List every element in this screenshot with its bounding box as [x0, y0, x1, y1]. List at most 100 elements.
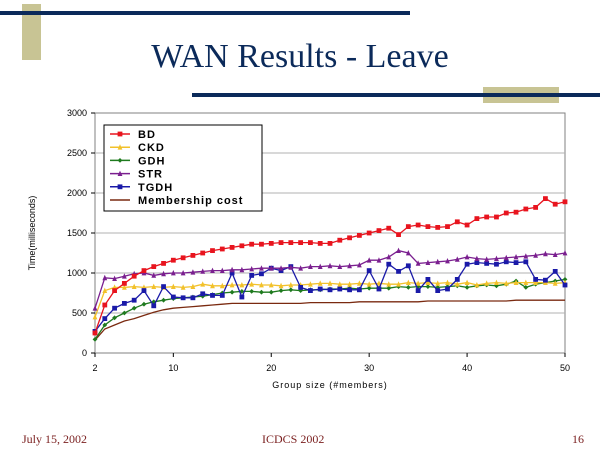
data-point	[552, 201, 558, 207]
data-point	[356, 262, 362, 268]
data-point	[415, 260, 421, 266]
data-point	[161, 297, 166, 303]
x-axis-label: Group size (#members)	[272, 380, 388, 390]
data-point	[161, 261, 166, 266]
data-point	[200, 250, 206, 256]
data-point	[259, 241, 264, 247]
data-point	[308, 240, 313, 245]
data-point	[464, 254, 470, 260]
data-point	[523, 285, 529, 290]
data-point	[552, 269, 558, 274]
data-point	[513, 279, 519, 285]
x-tick-label: 10	[168, 363, 178, 373]
data-point	[288, 240, 294, 245]
data-point	[112, 315, 117, 321]
data-point	[396, 247, 401, 253]
data-point	[102, 302, 108, 308]
data-point	[494, 261, 499, 267]
legend-entry: Membership cost	[138, 195, 243, 207]
data-point	[161, 270, 166, 277]
data-point	[337, 263, 343, 269]
y-tick-label: 500	[72, 308, 87, 318]
data-point	[112, 305, 117, 311]
data-point	[268, 282, 274, 288]
data-point	[376, 228, 382, 233]
legend-swatch-marker	[117, 158, 123, 163]
data-point	[337, 281, 343, 287]
data-point	[210, 248, 215, 253]
data-point	[259, 265, 264, 271]
data-point	[454, 219, 460, 225]
data-point	[513, 209, 519, 215]
data-point	[131, 283, 137, 289]
data-point	[503, 280, 509, 286]
data-point	[523, 259, 529, 265]
data-point	[317, 280, 323, 286]
data-point	[513, 254, 519, 260]
data-point	[562, 199, 568, 205]
data-point	[288, 282, 294, 288]
x-tick-label: 40	[462, 363, 472, 373]
data-point	[278, 265, 284, 271]
legend-swatch-marker	[117, 144, 123, 150]
data-point	[503, 210, 509, 216]
data-point	[337, 237, 343, 243]
y-ticks: 0 500 1000 1500 2000 2500 3000	[67, 108, 95, 358]
legend-box	[103, 124, 263, 212]
y-tick-label: 1500	[67, 228, 87, 238]
data-point	[356, 280, 362, 286]
data-point	[308, 288, 313, 293]
data-point	[415, 222, 421, 228]
data-point	[308, 263, 313, 269]
x-tick-label: 30	[364, 363, 374, 373]
data-point	[229, 270, 235, 276]
data-point	[170, 283, 176, 289]
data-point	[405, 263, 411, 269]
data-point	[454, 281, 460, 287]
data-point	[396, 269, 401, 274]
legend-entry: TGDH	[138, 182, 173, 194]
legend-entry: CKD	[138, 142, 165, 154]
data-point	[200, 291, 206, 297]
data-point	[131, 273, 137, 279]
data-point	[562, 277, 568, 282]
data-point	[170, 294, 176, 300]
legend-swatch-marker	[117, 184, 123, 190]
data-point	[474, 255, 480, 261]
data-point	[533, 205, 539, 210]
data-point	[552, 251, 558, 257]
data-point	[405, 285, 411, 290]
y-tick-label: 2500	[67, 148, 87, 158]
footer-date: July 15, 2002	[22, 432, 88, 446]
legend-entry: BD	[138, 129, 156, 141]
data-point	[249, 241, 255, 247]
data-point	[533, 252, 539, 258]
data-point	[278, 288, 284, 293]
data-point	[259, 289, 264, 295]
data-point	[151, 272, 157, 278]
data-point	[121, 310, 127, 316]
data-point	[552, 280, 558, 286]
data-point	[317, 286, 323, 292]
data-point	[141, 288, 147, 293]
data-point	[405, 250, 411, 256]
data-point	[484, 280, 490, 286]
data-point	[503, 254, 509, 261]
data-point	[356, 287, 362, 293]
x-tick-label: 50	[560, 363, 570, 373]
x-ticks: 2 10 20 30 40 50	[92, 353, 570, 373]
series-line	[94, 299, 565, 341]
data-point	[347, 281, 352, 287]
rule-under-title	[192, 93, 600, 97]
data-point	[219, 267, 225, 273]
y-tick-label: 0	[82, 348, 87, 358]
data-point	[435, 258, 441, 265]
data-point	[121, 301, 127, 306]
data-point	[151, 283, 157, 289]
data-point	[92, 330, 98, 336]
data-point	[454, 256, 460, 262]
data-point	[445, 258, 450, 264]
data-point	[102, 316, 108, 321]
data-point	[102, 322, 108, 328]
